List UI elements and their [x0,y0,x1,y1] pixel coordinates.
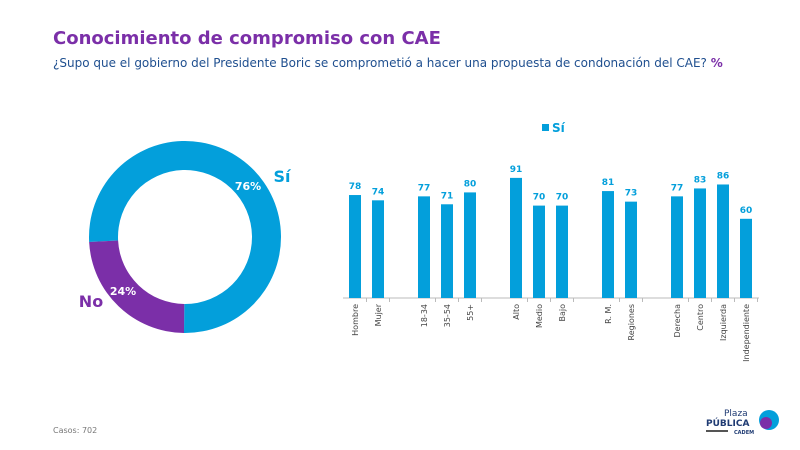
bar-value-label: 73 [625,189,638,199]
bar-value-label: 77 [418,183,431,193]
x-tick-label: Izquierda [719,304,728,341]
x-tick-label: Regiones [627,304,636,340]
bar-alto [510,177,522,298]
subtitle-text: ¿Supo que el gobierno del Presidente Bor… [53,56,707,70]
bar-value-label: 81 [602,178,615,188]
bar-regiones [625,201,637,298]
x-tick-label: Derecha [673,304,682,338]
bar-value-label: 70 [556,193,569,203]
bar-value-label: 77 [671,183,684,193]
bar-value-label: 60 [740,206,753,216]
x-tick-label: 35-54 [443,304,452,327]
bar-independiente [740,218,752,298]
bar-1834 [418,196,430,298]
x-tick-label: Bajo [558,304,567,322]
cases-count: Casos: 702 [53,426,98,435]
bar-value-label: 74 [372,187,385,197]
bar-value-label: 70 [533,193,546,203]
logo-text-plaza: Plaza [724,409,748,419]
bar-3554 [441,204,453,298]
page-title: Conocimiento de compromiso con CAE [53,28,441,49]
x-tick-label: 55+ [466,304,475,321]
bar-izquierda [717,184,729,298]
bar-centro [694,188,706,298]
bar-value-label: 91 [510,165,523,175]
legend-swatch [542,124,549,131]
bar-medio [533,205,545,298]
bar-value-label: 71 [441,191,454,201]
slice-label-no: 24% [110,285,136,298]
slice-name-si: Sí [273,167,292,186]
logo-text-cadem: CADEM [734,430,754,436]
slice-name-no: No [79,292,103,311]
page-subtitle: ¿Supo que el gobierno del Presidente Bor… [53,56,723,70]
logo-text-publica: PÚBLICA [706,417,749,429]
bar-derecha [671,196,683,298]
x-tick-label: Centro [696,304,705,331]
legend-label: Sí [552,121,566,135]
donut-slice-s [88,141,281,333]
x-tick-label: Medio [535,304,544,328]
bar-value-label: 80 [464,179,477,189]
bar-value-label: 83 [694,175,707,185]
subtitle-unit: % [710,56,723,70]
bar-hombre [349,195,361,298]
x-tick-label: Independiente [742,304,751,362]
bar-mujer [372,200,384,298]
bar-55 [464,192,476,298]
bar-bajo [556,205,568,298]
x-tick-label: Alto [512,304,521,320]
x-tick-label: Mujer [374,303,383,326]
plaza-publica-cadem-logo: Plaza PÚBLICA CADEM [700,406,790,440]
bar-value-label: 78 [349,182,362,192]
x-tick-label: R. M. [604,304,613,324]
donut-slice-no [89,240,185,333]
bar-value-label: 86 [717,171,730,181]
bar-rm [602,191,614,298]
x-tick-label: 18-34 [420,304,429,327]
logo-graphic: Plaza PÚBLICA CADEM [706,409,779,436]
x-tick-label: Hombre [351,304,360,336]
slice-label-si: 76% [235,180,261,193]
logo-circle-inner [760,417,772,429]
logo-bar [706,430,728,432]
